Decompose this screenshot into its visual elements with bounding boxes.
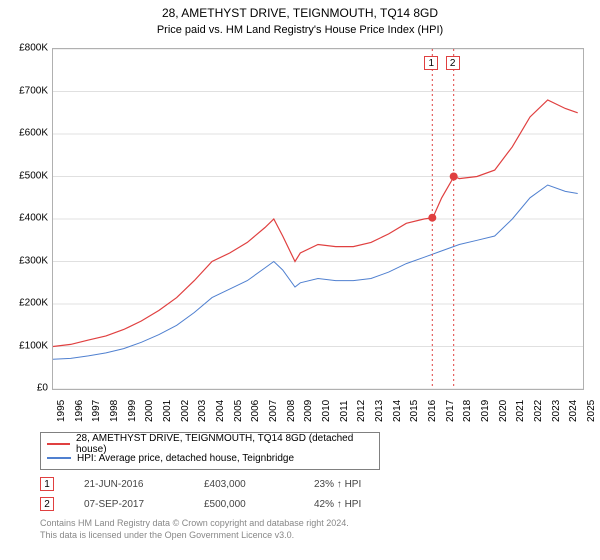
chart-container: 28, AMETHYST DRIVE, TEIGNMOUTH, TQ14 8GD… [0, 0, 600, 560]
x-tick-label: 2007 [268, 400, 279, 422]
y-tick-label: £700K [19, 85, 48, 96]
sale-rows: 1 21-JUN-2016 £403,000 23% ↑ HPI 2 07-SE… [40, 474, 434, 514]
footer-line-2: This data is licensed under the Open Gov… [40, 530, 349, 542]
sale-pct-1: 23% ↑ HPI [314, 479, 434, 490]
y-tick-label: £800K [19, 43, 48, 54]
sale-row-1: 1 21-JUN-2016 £403,000 23% ↑ HPI [40, 474, 434, 494]
x-tick-label: 2015 [409, 400, 420, 422]
sale-price-2: £500,000 [204, 499, 284, 510]
y-tick-label: £300K [19, 255, 48, 266]
x-tick-label: 2000 [144, 400, 155, 422]
x-tick-label: 2009 [303, 400, 314, 422]
y-tick-label: £400K [19, 213, 48, 224]
x-tick-label: 2004 [215, 400, 226, 422]
y-tick-label: £600K [19, 128, 48, 139]
x-tick-label: 2008 [286, 400, 297, 422]
legend-swatch-1 [47, 443, 70, 445]
chart-title: 28, AMETHYST DRIVE, TEIGNMOUTH, TQ14 8GD [0, 0, 600, 20]
x-tick-label: 2013 [374, 400, 385, 422]
x-tick-label: 2012 [356, 400, 367, 422]
x-tick-label: 1995 [56, 400, 67, 422]
x-tick-label: 2019 [480, 400, 491, 422]
sale-pct-2: 42% ↑ HPI [314, 499, 434, 510]
y-tick-label: £100K [19, 340, 48, 351]
x-tick-label: 2005 [233, 400, 244, 422]
x-tick-label: 1998 [109, 400, 120, 422]
x-tick-label: 1997 [91, 400, 102, 422]
sale-price-1: £403,000 [204, 479, 284, 490]
chart-sale-badge: 1 [424, 56, 438, 70]
x-tick-label: 2003 [197, 400, 208, 422]
chart-sale-badge: 2 [446, 56, 460, 70]
y-tick-label: £500K [19, 170, 48, 181]
x-tick-label: 2002 [180, 400, 191, 422]
chart-svg [53, 49, 583, 389]
x-tick-label: 2022 [533, 400, 544, 422]
sale-row-2: 2 07-SEP-2017 £500,000 42% ↑ HPI [40, 494, 434, 514]
x-tick-label: 2020 [498, 400, 509, 422]
x-tick-label: 2010 [321, 400, 332, 422]
sale-badge-1: 1 [40, 477, 54, 491]
chart-plot-area [52, 48, 584, 390]
legend-label-2: HPI: Average price, detached house, Teig… [77, 453, 294, 464]
sale-date-1: 21-JUN-2016 [84, 479, 174, 490]
legend-box: 28, AMETHYST DRIVE, TEIGNMOUTH, TQ14 8GD… [40, 432, 380, 470]
x-tick-label: 2016 [427, 400, 438, 422]
footer-text: Contains HM Land Registry data © Crown c… [40, 518, 349, 541]
x-tick-label: 2017 [445, 400, 456, 422]
y-tick-label: £200K [19, 298, 48, 309]
x-tick-label: 2025 [586, 400, 597, 422]
x-tick-label: 2001 [162, 400, 173, 422]
legend-item-1: 28, AMETHYST DRIVE, TEIGNMOUTH, TQ14 8GD… [47, 437, 373, 451]
x-tick-label: 2006 [250, 400, 261, 422]
sale-badge-2: 2 [40, 497, 54, 511]
x-tick-label: 1996 [74, 400, 85, 422]
y-tick-label: £0 [37, 383, 48, 394]
chart-subtitle: Price paid vs. HM Land Registry's House … [0, 20, 600, 42]
legend-swatch-2 [47, 457, 71, 459]
x-tick-label: 2023 [551, 400, 562, 422]
x-tick-label: 2014 [392, 400, 403, 422]
footer-line-1: Contains HM Land Registry data © Crown c… [40, 518, 349, 530]
x-tick-label: 2021 [515, 400, 526, 422]
x-tick-label: 2018 [462, 400, 473, 422]
sale-date-2: 07-SEP-2017 [84, 499, 174, 510]
x-tick-label: 1999 [127, 400, 138, 422]
x-tick-label: 2024 [568, 400, 579, 422]
x-tick-label: 2011 [339, 400, 350, 422]
